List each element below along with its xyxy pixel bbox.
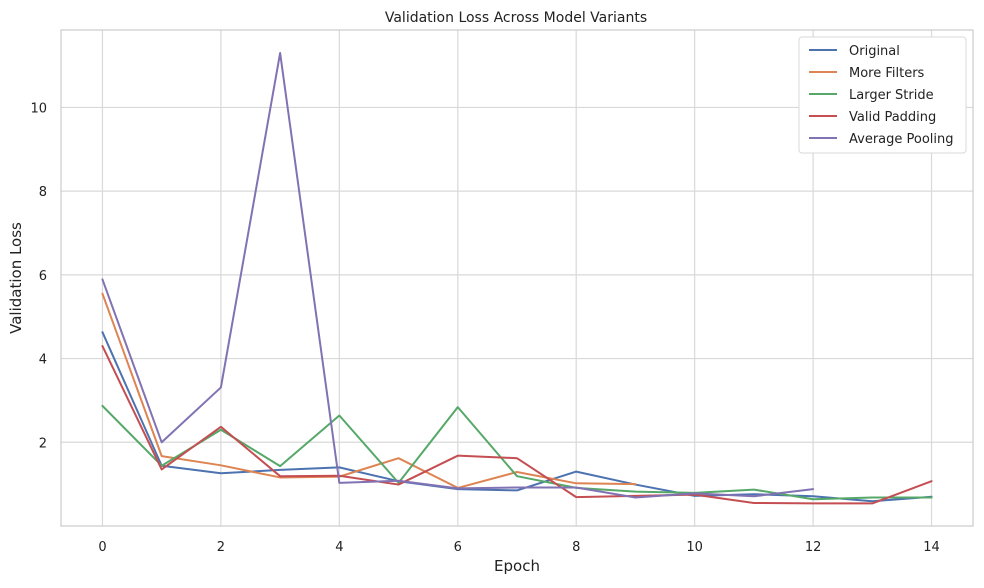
y-tick-label: 10 bbox=[30, 101, 47, 116]
legend-label-average-pooling: Average Pooling bbox=[849, 132, 954, 147]
y-tick-label: 6 bbox=[39, 269, 47, 284]
legend-label-valid-padding: Valid Padding bbox=[849, 110, 936, 125]
x-tick-label: 0 bbox=[98, 540, 106, 555]
legend-box bbox=[798, 36, 967, 154]
series-larger-stride-line bbox=[101, 404, 933, 501]
y-tick-label: 8 bbox=[39, 185, 47, 200]
x-tick-label: 4 bbox=[335, 540, 343, 555]
y-axis-label: Validation Loss bbox=[7, 222, 25, 334]
legend-label-original: Original bbox=[849, 44, 900, 59]
tick-layer: 0 2 4 6 8 10 12 14 2 4 6 8 10 bbox=[30, 101, 939, 555]
series-average-pooling-line bbox=[101, 52, 815, 499]
y-tick-label: 4 bbox=[39, 353, 47, 368]
x-tick-label: 12 bbox=[805, 540, 822, 555]
x-tick-label: 2 bbox=[217, 540, 225, 555]
chart-title: Validation Loss Across Model Variants bbox=[385, 10, 647, 26]
plot-frame bbox=[60, 29, 974, 527]
grid-layer bbox=[61, 30, 973, 526]
legend-label-larger-stride: Larger Stride bbox=[849, 88, 934, 103]
x-tick-label: 10 bbox=[686, 540, 703, 555]
legend: Original More Filters Larger Stride Valid P… bbox=[798, 36, 967, 154]
series-valid-padding-line bbox=[101, 345, 933, 505]
x-tick-label: 8 bbox=[572, 540, 580, 555]
legend-items: Original More Filters Larger Stride Valid P… bbox=[809, 44, 954, 147]
x-axis-label: Epoch bbox=[494, 557, 540, 575]
x-tick-label: 14 bbox=[923, 540, 940, 555]
x-tick-label: 6 bbox=[454, 540, 462, 555]
series-layer bbox=[101, 52, 933, 505]
legend-label-more-filters: More Filters bbox=[849, 66, 925, 81]
y-tick-label: 2 bbox=[39, 436, 47, 451]
